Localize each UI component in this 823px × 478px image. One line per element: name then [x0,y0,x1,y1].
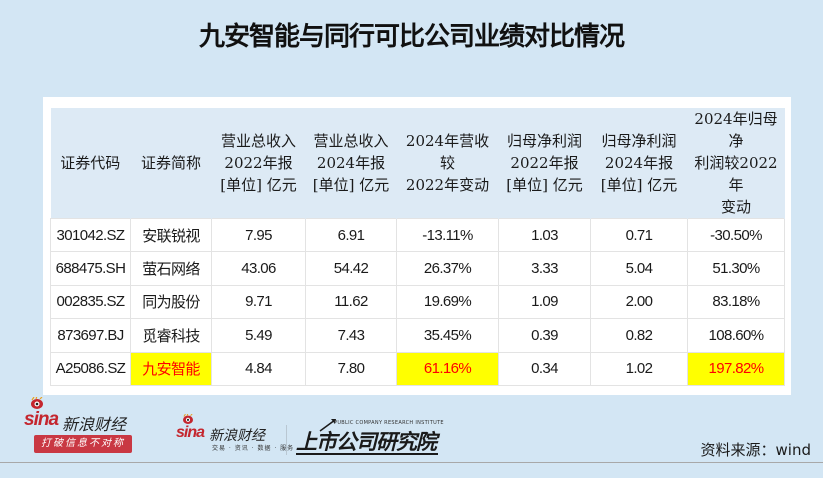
sina-finance-logo-secondary: sina 新浪财经 交易 · 资讯 · 数据 · 服务 [176,414,296,456]
table-row: 873697.BJ 觅睿科技 5.49 7.43 35.45% 0.39 0.82 108.6… [50,318,785,353]
table-cell: 0.71 [590,217,688,253]
column-header-line: 2022年变动 [405,176,490,194]
sina-eye-icon [31,397,43,409]
sina-finance-logo: sina 新浪财经 打破信息不对称 [22,397,132,455]
table-cell: 7.80 [305,351,397,386]
table-cell: 觅睿科技 [130,318,212,353]
table-cell: 同为股份 [130,284,212,320]
column-header: 2024年营收较 2022年变动 [396,108,499,219]
table-cell: 3.33 [498,251,591,286]
table-row: 688475.SH 萤石网络 43.06 54.42 26.37% 3.33 5.04 51.… [50,251,785,286]
table-cell: 35.45% [396,318,499,353]
table-cell: 萤石网络 [130,251,212,286]
column-header-line: 证券代码 [60,154,121,172]
column-header: 证券简称 [130,108,212,219]
column-header-line: 利润较2022年 [694,154,778,194]
table-cell: 002835.SZ [50,284,131,320]
table-header-row: 证券代码 证券简称 营业总收入 2022年报 [单位] 亿元 营业总收入 2024年报 [单位… [50,108,785,219]
table-row: A25086.SZ 九安智能 4.84 7.80 61.16% 0.34 1.02 197.8… [50,351,785,386]
table-body: 301042.SZ 安联锐视 7.95 6.91 -13.11% 1.03 0.71 -30.… [50,217,785,386]
table-cell: 0.82 [590,318,688,353]
table-cell: 43.06 [211,251,306,286]
column-header-line: 归母净利润 [601,132,677,150]
arrow-up-icon [319,419,336,432]
data-source: 资料来源：wind [700,441,811,459]
table-cell: 0.39 [498,318,591,353]
table-cell: 61.16% [396,351,499,386]
table-cell: -13.11% [396,217,499,253]
table-cell: 1.02 [590,351,688,386]
sina-brand-text: sina [176,424,205,441]
column-header: 证券代码 [50,108,131,219]
table-cell: 九安智能 [130,351,212,386]
table-cell: 11.62 [305,284,397,320]
comparison-table-panel: 证券代码 证券简称 营业总收入 2022年报 [单位] 亿元 营业总收入 2024年报 [单位… [43,97,791,395]
logo-divider [286,425,287,455]
column-header-line: 2024年营收较 [405,132,490,172]
table-cell: 54.42 [305,251,397,286]
table-cell: 7.95 [211,217,306,253]
institute-name: 上市公司研究院 [296,430,437,454]
institute-underline [296,453,438,455]
column-header-line: 证券简称 [140,154,201,172]
column-header-line: 归母净利润 [506,132,582,150]
table-cell: 688475.SH [50,251,131,286]
column-header-line: [单位] 亿元 [312,176,390,194]
column-header-line: 营业总收入 [313,132,389,150]
table-cell: 26.37% [396,251,499,286]
table-cell: 873697.BJ [50,318,131,353]
column-header-line: 2022年报 [224,154,293,172]
column-header: 2024年归母净 利润较2022年变动 [687,108,785,219]
research-institute-logo: PUBLIC COMPANY RESEARCH INSTITUTE 上市公司研究… [296,418,446,458]
column-header-line: [单位] 亿元 [506,176,583,194]
table-cell: 9.71 [211,284,306,320]
table-row: 301042.SZ 安联锐视 7.95 6.91 -13.11% 1.03 0.71 -30.… [50,217,785,253]
table-cell: 83.18% [687,284,785,320]
table-cell: 5.04 [590,251,688,286]
column-header-line: 2024年归母净 [694,110,778,150]
table-cell: 197.82% [687,351,785,386]
column-header-line: 2024年报 [316,154,386,172]
footer-divider [0,462,823,463]
sina-eye-icon [183,414,193,424]
column-header: 归母净利润 2022年报 [单位] 亿元 [498,108,591,219]
column-header-line: 2024年报 [604,154,674,172]
sina-brand-text: sina [24,409,59,430]
sina-finance-name: 新浪财经 [209,428,265,444]
table-cell: -30.50% [687,217,785,253]
table-cell: 6.91 [305,217,397,253]
institute-english-name: PUBLIC COMPANY RESEARCH INSTITUTE [334,420,444,426]
sina-finance-name: 新浪财经 [62,415,127,434]
column-header: 营业总收入 2024年报 [单位] 亿元 [305,108,397,219]
column-header-line: 营业总收入 [220,132,296,150]
table-cell: 7.43 [305,318,397,353]
table-cell: A25086.SZ [50,351,131,386]
table-cell: 301042.SZ [50,217,131,253]
column-header-line: 变动 [720,198,751,216]
table-cell: 5.49 [211,318,306,353]
table-cell: 4.84 [211,351,306,386]
column-header-line: 2022年报 [510,154,579,172]
table-cell: 安联锐视 [130,217,212,253]
table-cell: 1.03 [498,217,591,253]
table-cell: 108.60% [687,318,785,353]
sina-slogan-badge: 打破信息不对称 [34,435,132,453]
comparison-table: 证券代码 证券简称 营业总收入 2022年报 [单位] 亿元 营业总收入 2024年报 [单位… [50,108,785,386]
sina-subtitle: 交易 · 资讯 · 数据 · 服务 [212,445,295,452]
page-title: 九安智能与同行可比公司业绩对比情况 [198,22,625,52]
table-cell: 19.69% [396,284,499,320]
table-cell: 0.34 [498,351,591,386]
table-cell: 51.30% [687,251,785,286]
column-header-line: [单位] 亿元 [600,176,678,194]
table-cell: 1.09 [498,284,591,320]
table-cell: 2.00 [590,284,688,320]
column-header: 营业总收入 2022年报 [单位] 亿元 [211,108,306,219]
column-header-line: [单位] 亿元 [220,176,297,194]
column-header: 归母净利润 2024年报 [单位] 亿元 [590,108,688,219]
table-row: 002835.SZ 同为股份 9.71 11.62 19.69% 1.09 2.00 83.1… [50,284,785,320]
